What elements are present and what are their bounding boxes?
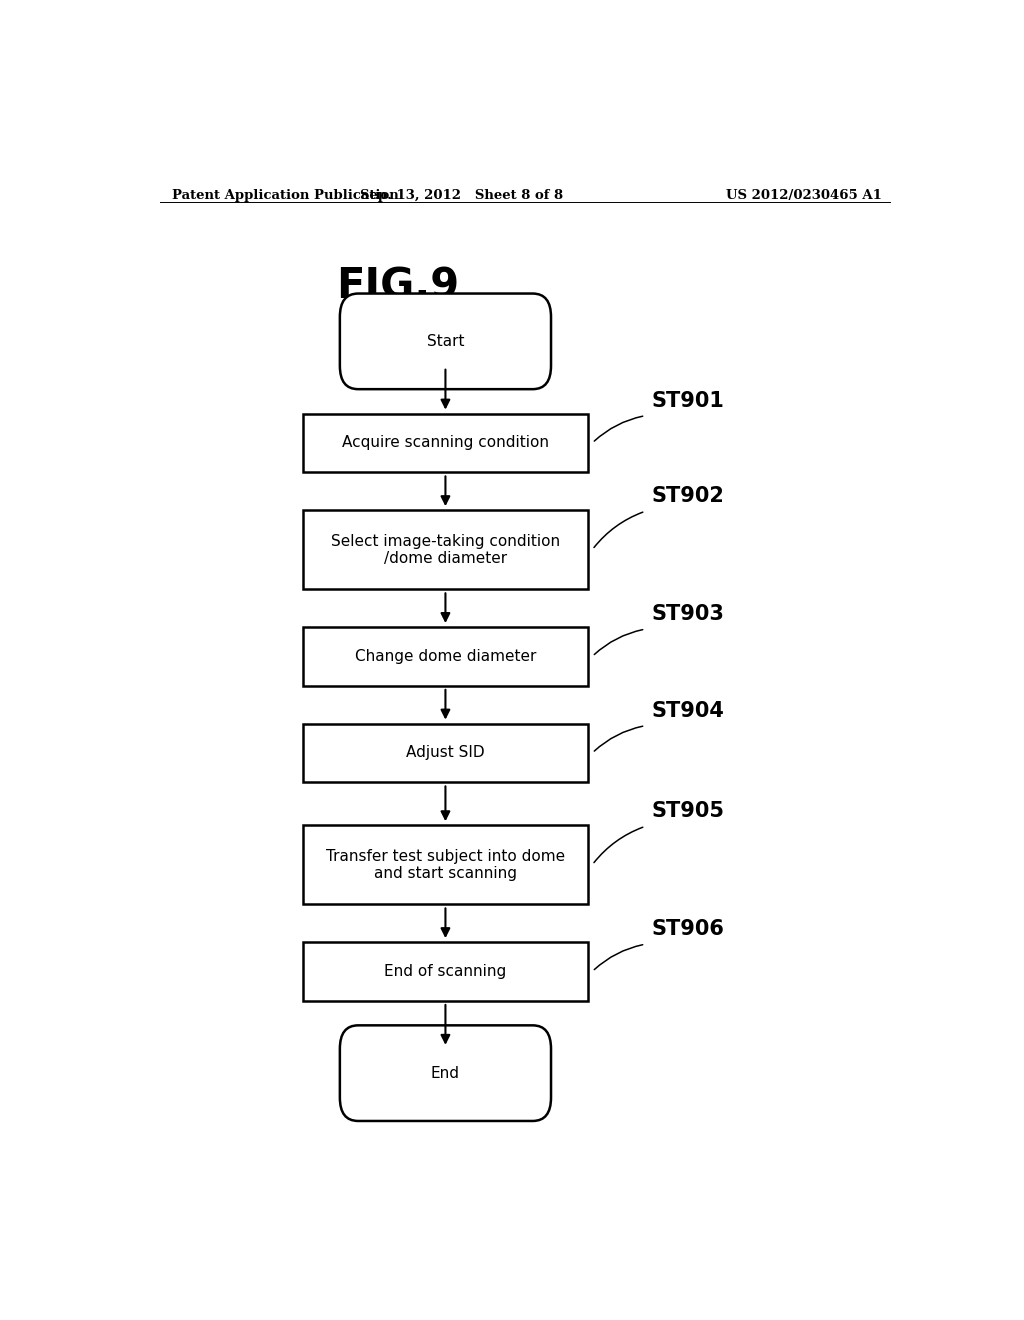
Text: Start: Start — [427, 334, 464, 348]
Text: Patent Application Publication: Patent Application Publication — [172, 189, 398, 202]
FancyBboxPatch shape — [303, 510, 588, 589]
FancyBboxPatch shape — [303, 723, 588, 783]
Text: ST904: ST904 — [652, 701, 725, 721]
Text: ST903: ST903 — [652, 605, 725, 624]
FancyBboxPatch shape — [303, 942, 588, 1001]
Text: ST902: ST902 — [652, 486, 725, 506]
FancyBboxPatch shape — [303, 627, 588, 686]
Text: FIG.9: FIG.9 — [336, 265, 460, 308]
FancyBboxPatch shape — [340, 293, 551, 389]
Text: Select image-taking condition
/dome diameter: Select image-taking condition /dome diam… — [331, 533, 560, 566]
Text: Change dome diameter: Change dome diameter — [354, 649, 537, 664]
Text: End: End — [431, 1065, 460, 1081]
FancyBboxPatch shape — [340, 1026, 551, 1121]
FancyBboxPatch shape — [303, 825, 588, 904]
Text: ST906: ST906 — [652, 919, 725, 939]
Text: US 2012/0230465 A1: US 2012/0230465 A1 — [726, 189, 882, 202]
Text: Adjust SID: Adjust SID — [407, 746, 484, 760]
Text: Transfer test subject into dome
and start scanning: Transfer test subject into dome and star… — [326, 849, 565, 880]
FancyBboxPatch shape — [303, 413, 588, 473]
Text: Sep. 13, 2012   Sheet 8 of 8: Sep. 13, 2012 Sheet 8 of 8 — [359, 189, 563, 202]
Text: ST901: ST901 — [652, 391, 725, 411]
Text: ST905: ST905 — [652, 801, 725, 821]
Text: End of scanning: End of scanning — [384, 964, 507, 979]
Text: Acquire scanning condition: Acquire scanning condition — [342, 436, 549, 450]
